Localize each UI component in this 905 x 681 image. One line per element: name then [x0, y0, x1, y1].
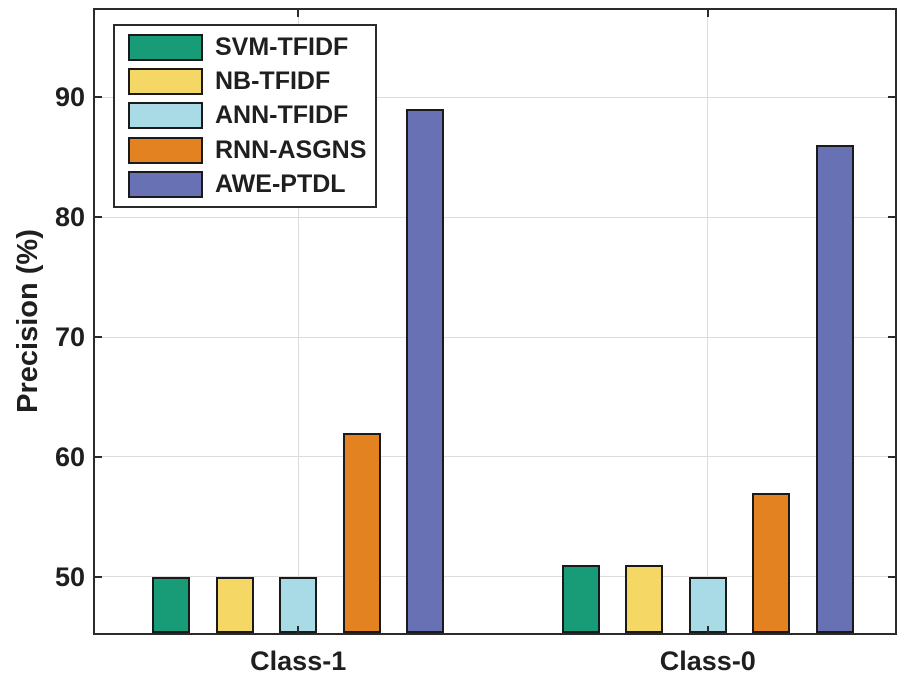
legend-item-label: SVM-TFIDF [215, 32, 349, 61]
bar-awe-ptdl-class-1 [406, 109, 445, 633]
bar-rnn-asgns-class-1 [342, 432, 381, 633]
x-category-label: Class-0 [659, 646, 756, 676]
y-tick-mark-right [888, 575, 895, 578]
bar-ann-tfidf-class-0 [688, 576, 727, 633]
gridline-horizontal [95, 96, 895, 98]
legend-swatch-icon [128, 68, 203, 96]
bar-nb-tfidf-class-0 [625, 564, 664, 633]
legend-item-svm-tfidf: SVM-TFIDF [128, 31, 375, 63]
gridline-horizontal [95, 576, 895, 578]
legend-item-label: NB-TFIDF [215, 67, 331, 96]
bar-svm-tfidf-class-0 [561, 564, 600, 633]
y-tick-label: 50 [54, 561, 85, 592]
legend-item-awe-ptdl: AWE-PTDL [128, 169, 375, 201]
legend-swatch-icon [128, 33, 203, 61]
plot-area [93, 8, 897, 635]
y-tick-label: 80 [54, 202, 85, 233]
y-tick-mark-right [888, 336, 895, 339]
y-tick-mark-right [888, 216, 895, 219]
bar-nb-tfidf-class-1 [215, 576, 254, 633]
bar-awe-ptdl-class-0 [815, 145, 854, 633]
y-tick-mark-right [888, 455, 895, 458]
legend-item-rnn-asgns: RNN-ASGNS [128, 134, 375, 166]
legend-item-label: ANN-TFIDF [215, 101, 349, 130]
y-tick-mark-right [888, 96, 895, 99]
y-tick-label: 70 [54, 322, 85, 353]
y-tick-mark-left [95, 575, 102, 578]
y-tick-mark-left [95, 96, 102, 99]
gridline-horizontal [95, 456, 895, 458]
legend: SVM-TFIDF NB-TFIDF ANN-TFIDF RNN-ASGNS AWE-P… [113, 24, 377, 208]
y-tick-mark-left [95, 336, 102, 339]
plot-inner [95, 10, 895, 633]
legend-item-ann-tfidf: ANN-TFIDF [128, 100, 375, 132]
x-tick-mark-top [297, 10, 300, 17]
legend-swatch-icon [128, 136, 203, 164]
x-tick-mark-top [706, 10, 709, 17]
legend-swatch-icon [128, 102, 203, 130]
bar-rnn-asgns-class-0 [752, 492, 791, 633]
gridline-horizontal [95, 216, 895, 218]
y-tick-label: 60 [54, 441, 85, 472]
legend-item-label: AWE-PTDL [215, 170, 346, 199]
legend-item-label: RNN-ASGNS [215, 135, 367, 164]
gridline-horizontal [95, 336, 895, 338]
bar-ann-tfidf-class-1 [279, 576, 318, 633]
bar-svm-tfidf-class-1 [152, 576, 191, 633]
legend-swatch-icon [128, 171, 203, 199]
gridline-vertical [707, 10, 709, 633]
x-tick-mark-bottom [706, 626, 709, 633]
y-tick-mark-left [95, 216, 102, 219]
y-tick-mark-left [95, 455, 102, 458]
gridline-vertical [297, 10, 299, 633]
y-tick-label: 90 [54, 82, 85, 113]
legend-item-nb-tfidf: NB-TFIDF [128, 66, 375, 98]
x-category-label: Class-1 [250, 646, 347, 676]
x-tick-mark-bottom [297, 626, 300, 633]
